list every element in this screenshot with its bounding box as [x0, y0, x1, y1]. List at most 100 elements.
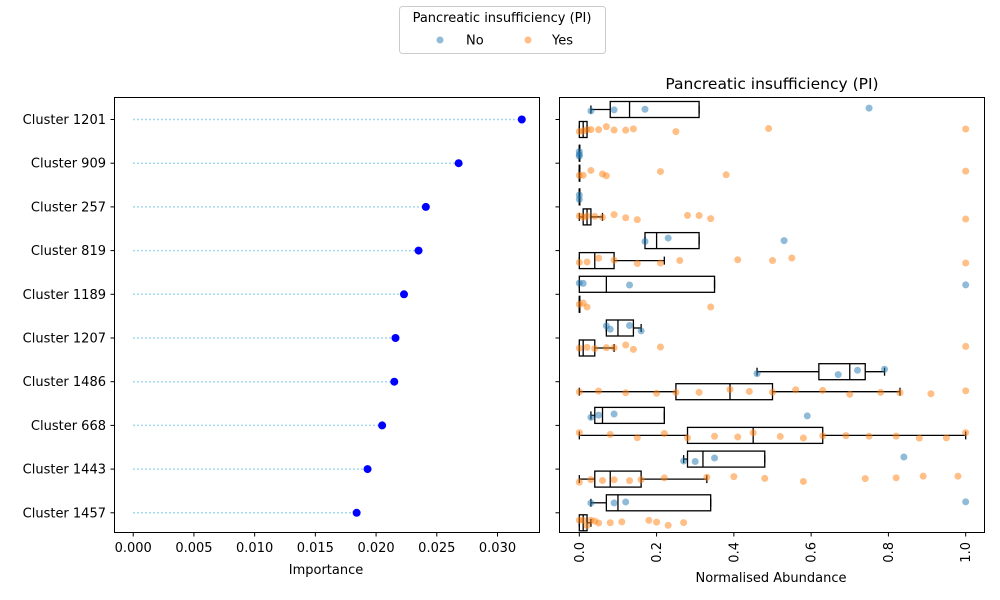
- data-point-yes: [618, 518, 626, 526]
- data-point-yes: [846, 390, 854, 398]
- data-point-yes: [769, 388, 776, 396]
- data-point-yes: [792, 386, 800, 394]
- x-tick-label: 0.005: [175, 541, 212, 556]
- data-point-yes: [610, 211, 618, 219]
- data-point-yes: [622, 214, 630, 222]
- data-point-yes: [684, 434, 691, 442]
- y-tick-label: Cluster 668: [31, 419, 106, 434]
- data-point-yes: [799, 434, 807, 442]
- x-tick-label: 0.020: [357, 541, 394, 556]
- data-point-yes: [672, 388, 680, 396]
- y-tick-label: Cluster 909: [31, 157, 106, 172]
- data-point-yes: [962, 259, 970, 267]
- data-point-yes: [583, 303, 591, 311]
- data-point-yes: [765, 125, 773, 133]
- data-point-yes: [583, 212, 591, 220]
- data-point-yes: [776, 432, 784, 440]
- data-point-yes: [722, 171, 730, 179]
- data-point-yes: [799, 477, 807, 485]
- data-point-yes: [927, 390, 935, 398]
- data-point-yes: [672, 128, 680, 136]
- data-point-yes: [919, 472, 927, 480]
- data-point-no: [680, 457, 688, 465]
- data-point-yes: [660, 430, 668, 438]
- x-tick-label: 0.015: [297, 541, 334, 556]
- data-point-yes: [861, 475, 869, 483]
- x-tick-label: 1.0: [959, 542, 974, 563]
- data-point-no: [865, 104, 873, 112]
- data-point-no: [641, 105, 649, 113]
- data-point-no: [587, 107, 595, 115]
- x-tick-label: 0.2: [650, 542, 665, 563]
- abundance-panel: Pancreatic insufficiency (PI) 0.0 0.2 0.4 0…: [555, 75, 985, 586]
- data-point-yes: [819, 432, 827, 440]
- box-body: [594, 406, 665, 425]
- importance-point: [378, 421, 387, 430]
- importance-x-label: Importance: [289, 563, 364, 578]
- data-point-yes: [962, 215, 970, 223]
- data-point-yes: [575, 344, 583, 352]
- data-point-yes: [633, 260, 641, 268]
- data-point-yes: [707, 215, 715, 223]
- data-point-yes: [664, 521, 672, 529]
- data-point-yes: [896, 389, 904, 397]
- data-point-yes: [629, 345, 637, 353]
- data-point-yes: [676, 256, 684, 264]
- data-point-yes: [575, 258, 583, 266]
- data-point-no: [579, 279, 587, 287]
- data-point-yes: [602, 344, 610, 352]
- data-point-yes: [892, 474, 900, 482]
- data-point-yes: [954, 472, 962, 480]
- y-tick-label: Cluster 1201: [23, 113, 106, 128]
- data-point-yes: [591, 345, 599, 353]
- data-point-yes: [865, 432, 873, 440]
- box-body: [578, 275, 716, 293]
- legend-title: Pancreatic insufficiency (PI): [413, 11, 592, 26]
- data-point-yes: [962, 342, 970, 350]
- legend-label-yes: Yes: [551, 34, 573, 49]
- importance-axes-frame: [114, 97, 540, 533]
- data-point-no: [626, 281, 634, 289]
- importance-point: [421, 202, 430, 211]
- data-point-yes: [892, 432, 900, 440]
- data-point-yes: [575, 388, 583, 396]
- data-point-yes: [595, 254, 603, 262]
- data-point-yes: [734, 256, 742, 264]
- data-point-no: [962, 281, 970, 289]
- data-point-no: [641, 237, 649, 245]
- data-point-yes: [734, 433, 742, 441]
- data-point-yes: [769, 257, 776, 265]
- box-body: [675, 383, 774, 401]
- legend-marker-no: [436, 36, 444, 44]
- data-point-yes: [915, 434, 923, 442]
- x-tick-label: 0.0: [573, 542, 588, 563]
- data-point-yes: [962, 387, 970, 395]
- abundance-x-label: Normalised Abundance: [695, 571, 846, 586]
- data-point-no: [587, 499, 595, 507]
- data-point-yes: [579, 516, 587, 524]
- box-yes: [578, 251, 665, 270]
- data-point-yes: [633, 216, 641, 224]
- x-tick-label: 0.8: [882, 542, 897, 563]
- data-point-yes: [660, 474, 668, 482]
- data-point-no: [803, 412, 811, 420]
- data-point-no: [575, 191, 583, 199]
- abundance-x-ticks: 0.0 0.2 0.4 0.6 0.8 1.0: [573, 532, 974, 563]
- data-point-yes: [610, 344, 618, 352]
- data-point-no: [881, 365, 889, 373]
- importance-point: [517, 115, 526, 124]
- data-point-no: [691, 458, 699, 466]
- data-point-yes: [637, 476, 645, 484]
- data-point-no: [834, 371, 842, 379]
- data-point-yes: [726, 385, 734, 393]
- data-point-no: [610, 499, 618, 507]
- data-point-yes: [745, 387, 753, 395]
- box-no: [590, 494, 712, 512]
- importance-panel: Cluster 1201 Cluster 909 Cluster 257 Cluste…: [23, 97, 540, 578]
- box-body: [605, 494, 712, 512]
- abundance-axes-frame: [559, 97, 985, 533]
- box-body: [818, 363, 866, 381]
- importance-plot-area: [133, 115, 526, 517]
- data-point-yes: [610, 256, 618, 264]
- box-no: [756, 363, 886, 381]
